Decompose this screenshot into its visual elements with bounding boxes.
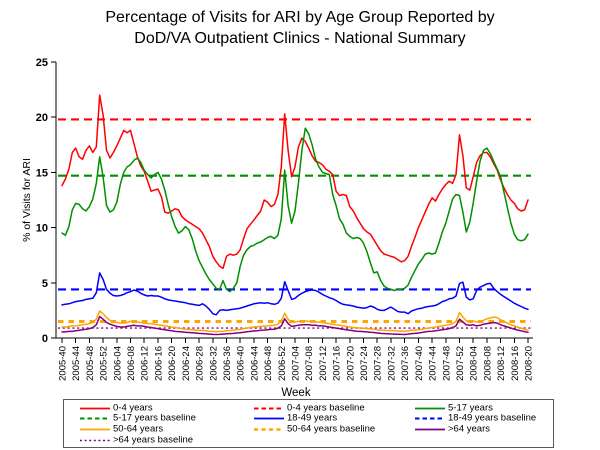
x-tick-label: 2006-20: [167, 346, 178, 381]
x-axis-title: Week: [281, 387, 310, 399]
baseline-lines: [58, 118, 531, 329]
series-line-0-4-years: [61, 94, 529, 270]
x-tick-label: 2006-28: [195, 346, 206, 381]
x-tick-label: 2008-04: [469, 346, 480, 381]
legend-line-sample: [254, 428, 284, 431]
series-lines: [61, 94, 529, 336]
x-tick-label: 2005-40: [58, 346, 69, 381]
legend-line-sample: [80, 417, 110, 420]
legend-line-sample: [80, 407, 110, 410]
x-tick-label: 2006-16: [153, 346, 164, 381]
legend-item-label: 0-4 years: [113, 402, 153, 414]
chart-title-line1: Percentage of Visits for ARI by Age Grou…: [105, 9, 495, 26]
x-tick-label: 2007-28: [373, 346, 384, 381]
legend-item: 18-49 years: [254, 412, 415, 425]
x-tick-label: 2006-24: [181, 346, 192, 381]
x-tick-label: 2006-48: [263, 346, 274, 381]
x-tick-label: 2005-48: [85, 346, 96, 381]
legend-line-sample: [80, 439, 110, 441]
x-tick-label: 2008-20: [524, 346, 535, 381]
legend-item: 50-64 years baseline: [254, 423, 415, 435]
legend-item-label: >64 years baseline: [113, 434, 194, 446]
x-tick-label: 2006-08: [126, 346, 137, 381]
x-axis-ticks: 2005-40 2005-44 2005-48 2005-52 2006-04 2006-…: [58, 338, 535, 381]
x-tick-label: 2007-36: [400, 346, 411, 381]
x-tick-label: 2006-36: [222, 346, 233, 381]
x-tick-label: 2008-16: [510, 346, 521, 381]
x-tick-label: 2006-44: [249, 346, 260, 381]
series-line-18-49-years: [61, 272, 529, 316]
legend-item: >64 years baseline: [80, 434, 254, 446]
x-tick-label: 2007-20: [345, 346, 356, 381]
x-tick-label: 2006-32: [208, 346, 219, 381]
axes: [55, 62, 533, 339]
legend-item: 0-4 years baseline: [254, 402, 415, 414]
legend-item: 18-49 years baseline: [415, 412, 553, 425]
y-tick-label: 20: [36, 112, 48, 124]
x-tick-label: 2007-44: [428, 346, 439, 381]
x-tick-label: 2007-04: [291, 346, 302, 381]
legend-line-sample: [415, 428, 445, 431]
x-tick-label: 2006-52: [277, 346, 288, 381]
y-tick-label: 10: [36, 223, 48, 235]
legend-item: 5-17 years: [415, 402, 553, 414]
legend-item-label: 50-64 years: [113, 423, 164, 435]
y-axis-ticks: 0 5 10 15 20 25: [36, 57, 56, 345]
x-tick-label: 2006-12: [140, 346, 151, 381]
x-tick-label: 2007-16: [332, 346, 343, 381]
chart-title: Percentage of Visits for ARI by Age Grou…: [0, 7, 600, 49]
legend-item: 0-4 years: [80, 402, 254, 414]
series-line-5-17-years: [61, 127, 529, 293]
x-tick-label: 2007-08: [304, 346, 315, 381]
y-tick-label: 15: [36, 167, 48, 179]
legend-item-label: >64 years: [448, 423, 490, 435]
chart-title-line2: DoD/VA Outpatient Clinics - National Sum…: [134, 30, 466, 47]
legend-item-label: 18-49 years baseline: [448, 412, 537, 424]
x-tick-label: 2005-44: [71, 346, 82, 381]
legend-item-label: 5-17 years baseline: [113, 412, 196, 424]
x-tick-label: 2007-40: [414, 346, 425, 381]
y-tick-label: 0: [42, 333, 48, 345]
legend-line-sample: [254, 418, 284, 420]
legend-line-sample: [80, 428, 110, 431]
legend-item-label: 0-4 years baseline: [287, 402, 365, 414]
legend-item-label: 50-64 years baseline: [287, 423, 376, 435]
series-line-50-64-years: [61, 310, 529, 333]
x-tick-label: 2007-48: [441, 346, 452, 381]
x-tick-label: 2007-32: [386, 346, 397, 381]
x-tick-label: 2007-52: [455, 346, 466, 381]
x-tick-label: 2007-24: [359, 346, 370, 381]
legend-item: 50-64 years: [80, 423, 254, 435]
legend-item-label: 5-17 years: [448, 402, 493, 414]
x-tick-label: 2007-12: [318, 346, 329, 381]
legend-line-sample: [254, 407, 284, 410]
x-tick-label: 2008-12: [496, 346, 507, 381]
legend-line-sample: [415, 417, 445, 420]
legend-item: >64 years: [415, 423, 553, 435]
x-tick-label: 2006-40: [236, 346, 247, 381]
y-axis-title: % of Visits for ARI: [21, 158, 33, 242]
legend-item: 5-17 years baseline: [80, 412, 254, 425]
y-tick-label: 25: [36, 57, 48, 69]
x-tick-label: 2008-08: [482, 346, 493, 381]
x-tick-label: 2005-52: [99, 346, 110, 381]
legend-line-sample: [415, 407, 445, 410]
series-line--64-years: [61, 315, 529, 336]
y-tick-label: 5: [42, 278, 48, 290]
x-tick-label: 2006-04: [112, 346, 123, 381]
legend-item-label: 18-49 years: [287, 412, 338, 424]
chart-legend: 0-4 years 0-4 years baseline 5-17 years 5-1…: [63, 399, 554, 448]
